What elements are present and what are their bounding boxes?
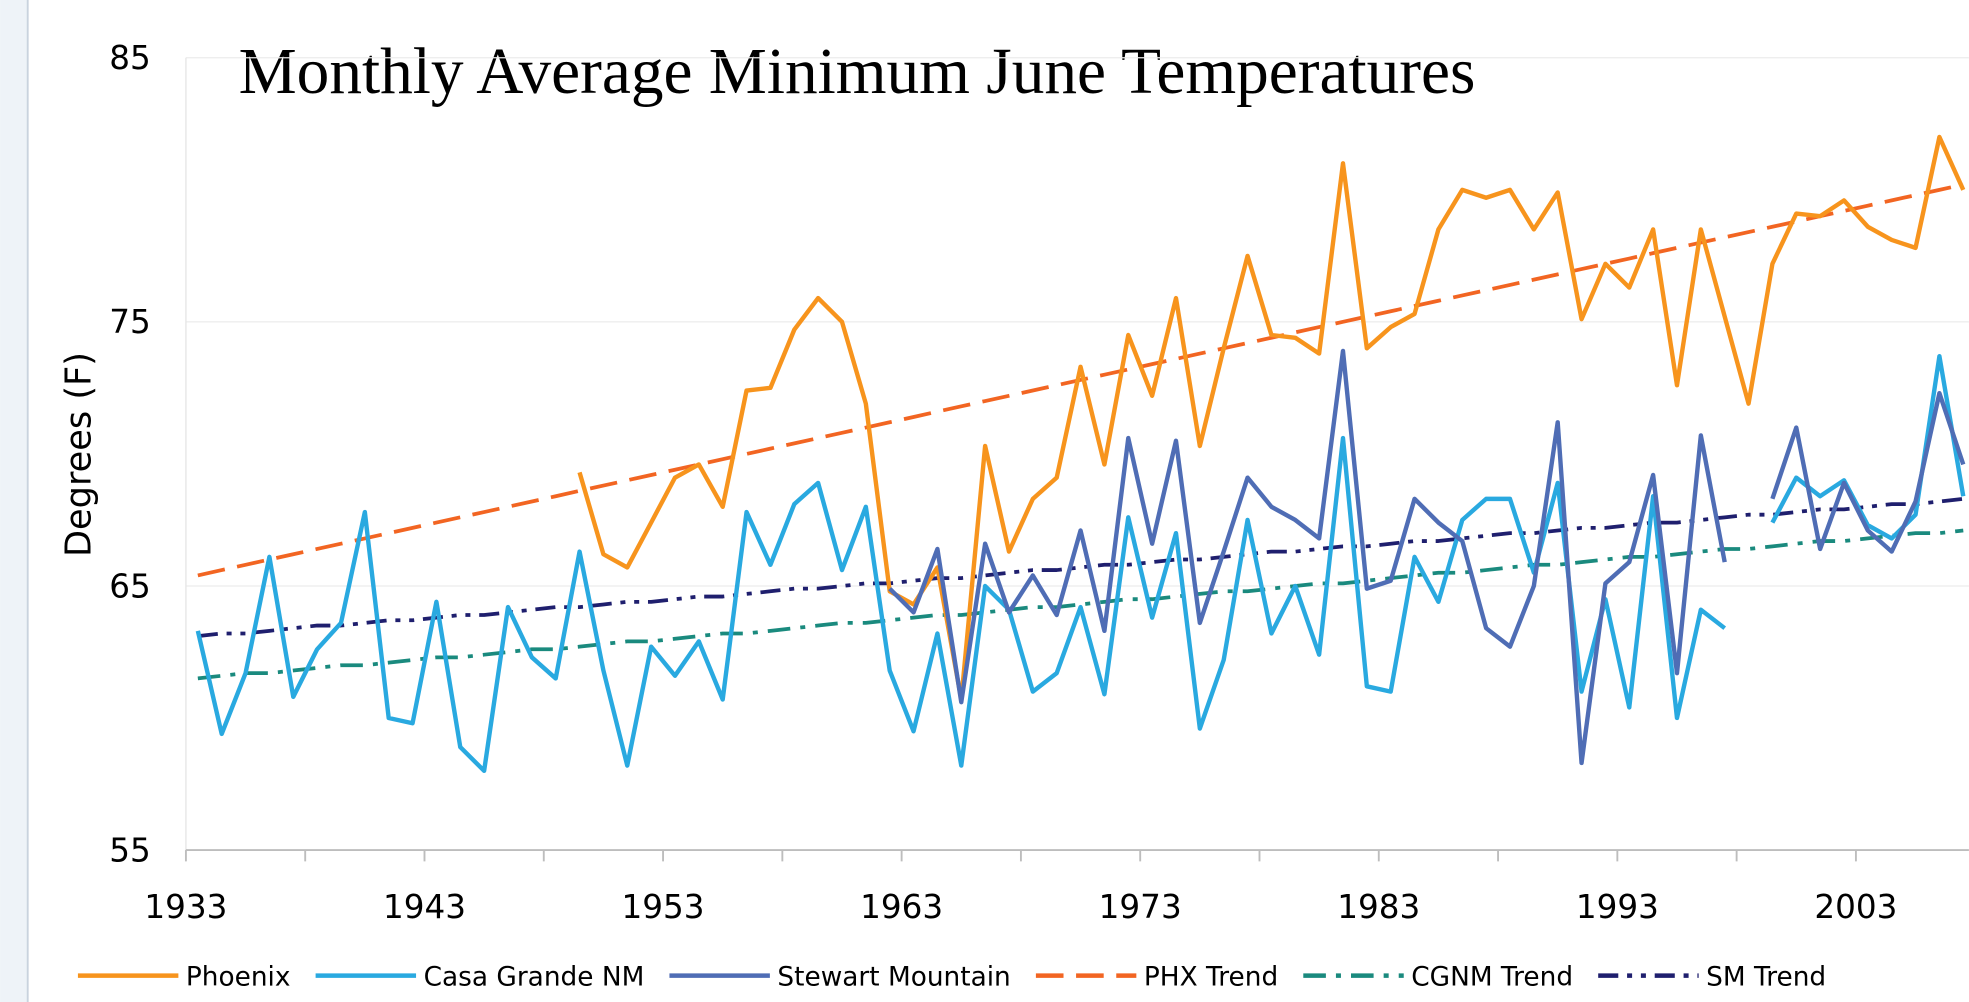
side-panel (0, 0, 28, 1002)
x-tick-label: 1943 (383, 888, 466, 926)
y-axis-title: Degrees (F) (58, 352, 99, 557)
x-tick-label: 2003 (1814, 888, 1897, 926)
x-tick-label: 1983 (1337, 888, 1420, 926)
series-line (197, 182, 1964, 578)
series-line (888, 348, 1966, 766)
chart-title: Monthly Average Minimum June Temperature… (239, 36, 1476, 108)
y-tick-label: 85 (109, 39, 151, 77)
x-tick-label: 1953 (622, 888, 705, 926)
legend-label: SM Trend (1706, 963, 1826, 993)
series-line (197, 528, 1964, 681)
legend-label: PHX Trend (1144, 963, 1278, 993)
series-line (197, 496, 1964, 638)
x-tick-label: 1973 (1099, 888, 1182, 926)
y-tick-label: 55 (109, 831, 151, 869)
y-tick-label: 65 (109, 567, 151, 605)
x-tick-label: 1933 (144, 888, 227, 926)
legend-label: Stewart Mountain (777, 963, 1010, 993)
x-tick-label: 1993 (1576, 888, 1659, 926)
y-tick-label: 75 (109, 303, 151, 341)
series-line (195, 354, 1966, 774)
series-line (577, 134, 1966, 702)
legend-label: CGNM Trend (1411, 963, 1573, 993)
legend-label: Phoenix (186, 963, 291, 993)
legend-label: Casa Grande NM (424, 963, 645, 993)
x-tick-label: 1963 (860, 888, 943, 926)
